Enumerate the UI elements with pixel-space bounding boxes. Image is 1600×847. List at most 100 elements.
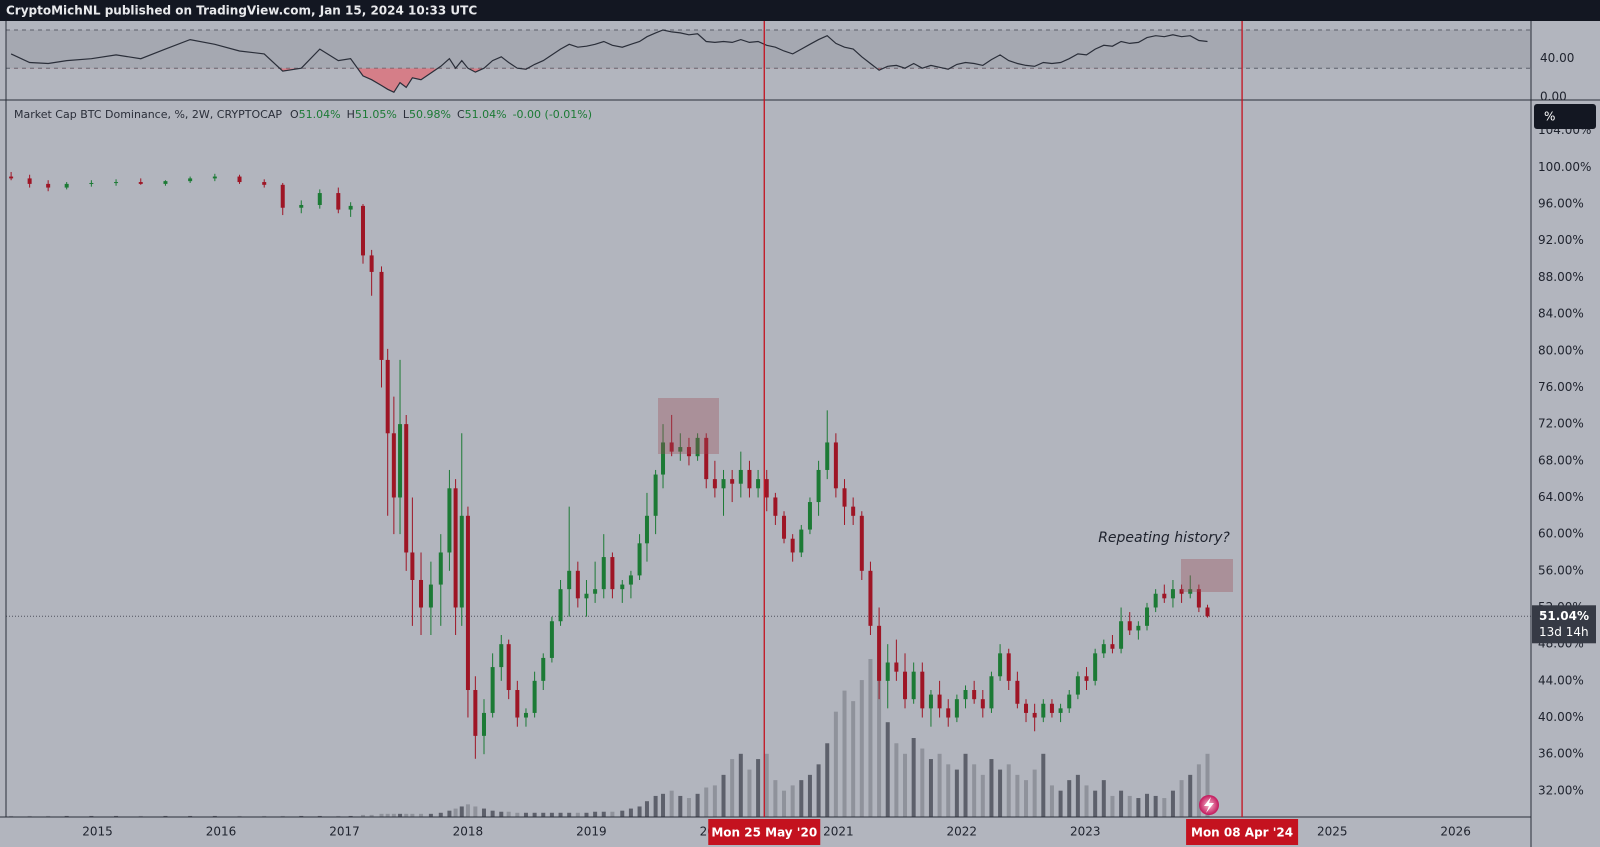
candle-body bbox=[686, 447, 691, 457]
volume-bar bbox=[1067, 780, 1072, 817]
candle-body bbox=[704, 437, 709, 480]
volume-bar bbox=[601, 811, 606, 817]
volume-bar bbox=[1049, 785, 1054, 817]
legend-key: H bbox=[347, 108, 355, 121]
volume-bar bbox=[317, 815, 322, 817]
y-tick-label: 68.00% bbox=[1538, 453, 1584, 467]
volume-bar bbox=[46, 815, 51, 817]
volume-bar bbox=[237, 815, 242, 817]
rsi-pane: 40.00 0.00 bbox=[6, 29, 1574, 103]
candle-body bbox=[911, 671, 916, 700]
candle-body bbox=[299, 204, 304, 208]
scale-button-label[interactable]: % bbox=[1544, 110, 1555, 124]
candle-body bbox=[790, 538, 795, 553]
volume-bar bbox=[963, 753, 968, 817]
volume-bar bbox=[620, 810, 625, 817]
y-tick-label: 32.00% bbox=[1538, 783, 1584, 797]
legend-value: 51.05% bbox=[355, 108, 397, 121]
candle-body bbox=[601, 557, 606, 590]
candle-body bbox=[825, 442, 830, 470]
volume-bar bbox=[807, 774, 812, 817]
volume-bar bbox=[911, 738, 916, 817]
x-tick-label: 2018 bbox=[453, 825, 484, 839]
main-pane bbox=[6, 171, 1531, 817]
candle-body bbox=[972, 690, 977, 700]
volume-bar bbox=[1127, 795, 1132, 817]
candle-body bbox=[946, 708, 951, 718]
candle-body bbox=[903, 671, 908, 700]
rsi-band bbox=[6, 29, 1531, 69]
candle-body bbox=[877, 625, 882, 681]
volume-bar bbox=[299, 815, 304, 817]
legend-key: L bbox=[403, 108, 410, 121]
candle-body bbox=[114, 182, 119, 184]
x-tick-label: 2015 bbox=[82, 825, 113, 839]
volume-bar bbox=[575, 812, 580, 817]
x-tick-label: 2022 bbox=[947, 825, 978, 839]
countdown-label: 13d 14h bbox=[1539, 625, 1589, 639]
candle-body bbox=[1119, 621, 1124, 649]
volume-bar bbox=[1136, 798, 1141, 817]
volume-bar bbox=[903, 753, 908, 817]
candle-body bbox=[1006, 653, 1011, 681]
candle-body bbox=[9, 176, 14, 179]
legend-key: C bbox=[457, 108, 465, 121]
candle-body bbox=[138, 182, 143, 184]
volume-bar bbox=[686, 798, 691, 817]
volume-bar bbox=[954, 769, 959, 817]
volume-bar bbox=[747, 769, 752, 817]
volume-bar bbox=[584, 812, 589, 817]
candle-body bbox=[1127, 621, 1132, 631]
scale-button[interactable] bbox=[1534, 104, 1596, 129]
volume-bar bbox=[773, 780, 778, 817]
volume-bar bbox=[790, 785, 795, 817]
volume-bar bbox=[459, 806, 464, 817]
x-tick-label: 2026 bbox=[1440, 825, 1471, 839]
volume-bar bbox=[721, 774, 726, 817]
candle-body bbox=[459, 515, 464, 608]
candle-body bbox=[920, 671, 925, 709]
candle-body bbox=[628, 575, 633, 585]
candle-body bbox=[610, 557, 615, 590]
volume-bar bbox=[653, 795, 658, 817]
volume-bar bbox=[541, 812, 546, 817]
y-tick-label: 88.00% bbox=[1538, 270, 1584, 284]
volume-bar bbox=[998, 769, 1003, 817]
candle-body bbox=[523, 712, 528, 718]
date-marker-label-bg bbox=[708, 819, 821, 845]
volume-bar bbox=[473, 806, 478, 817]
volume-bar bbox=[549, 812, 554, 817]
candle-body bbox=[851, 506, 856, 516]
candle-body bbox=[712, 479, 717, 489]
volume-bar bbox=[799, 780, 804, 817]
volume-bar bbox=[188, 815, 193, 817]
candle-body bbox=[385, 359, 390, 434]
candle-body bbox=[46, 183, 51, 188]
volume-bar bbox=[1110, 795, 1115, 817]
candle-body bbox=[1196, 589, 1201, 608]
candle-body bbox=[447, 488, 452, 553]
candle-body bbox=[928, 694, 933, 709]
volume-bar bbox=[398, 813, 403, 817]
y-tick-label: 76.00% bbox=[1538, 380, 1584, 394]
candle-body bbox=[419, 579, 424, 608]
y-tick-label: 40.00% bbox=[1538, 710, 1584, 724]
volume-bar bbox=[9, 815, 14, 817]
candle-body bbox=[27, 178, 32, 184]
rsi-tick-label: 0.00 bbox=[1540, 89, 1567, 103]
candle-body bbox=[506, 644, 511, 691]
volume-bar bbox=[1093, 790, 1098, 817]
volume-bar bbox=[704, 787, 709, 817]
candle-body bbox=[885, 662, 890, 681]
volume-bar bbox=[1170, 790, 1175, 817]
volume-bar bbox=[1058, 790, 1063, 817]
y-tick-label: 100.00% bbox=[1538, 160, 1591, 174]
volume-bar bbox=[385, 813, 390, 817]
volume-bar bbox=[404, 813, 409, 817]
volume-bar bbox=[593, 811, 598, 817]
volume-bar bbox=[1015, 774, 1020, 817]
volume-bar bbox=[1032, 769, 1037, 817]
volume-bar bbox=[114, 815, 119, 817]
volume-bar bbox=[695, 793, 700, 817]
